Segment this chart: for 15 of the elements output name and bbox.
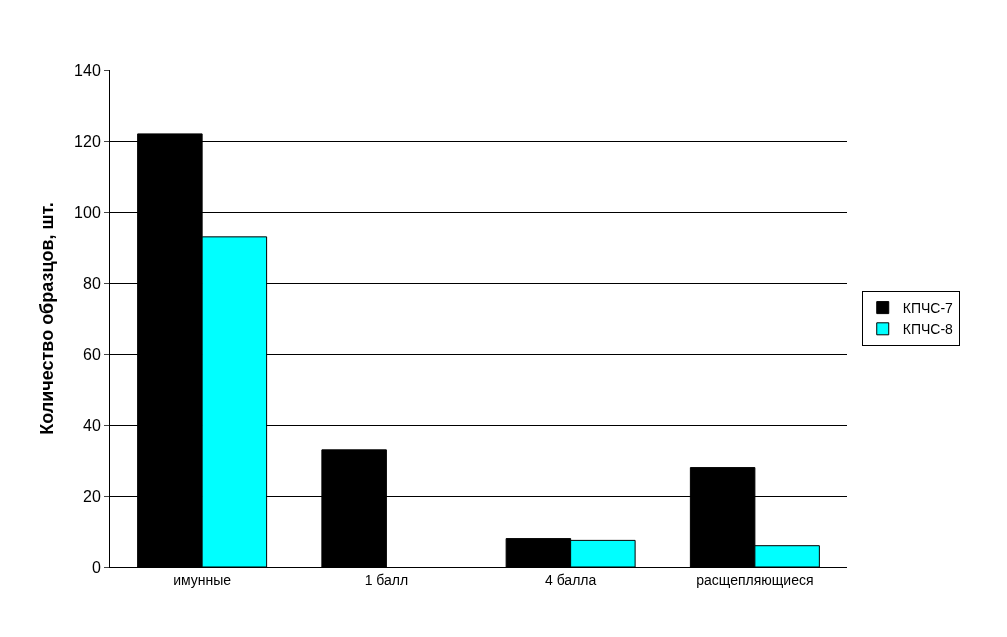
y-tick-label: 100 [74,203,101,221]
y-tick-label: 20 [83,487,101,505]
legend-label: КПЧС-8 [902,321,954,338]
x-tick-label: 1 балл [364,571,409,588]
x-tick-label: 4 балла [544,571,597,588]
y-tick-label: 40 [83,416,101,434]
y-tick-label: 140 [74,61,101,79]
legend-label: КПЧС-7 [902,300,954,317]
y-tick-label: 0 [91,558,101,576]
y-tick-label: 120 [74,132,101,150]
x-tick-label: имунные [173,571,232,588]
y-tick-label: 60 [83,345,101,363]
y-tick-label: 80 [83,274,101,292]
x-tick-label: расщепляющиеся [696,571,814,588]
y-axis-title: Количество образцов, шт. [37,202,58,435]
